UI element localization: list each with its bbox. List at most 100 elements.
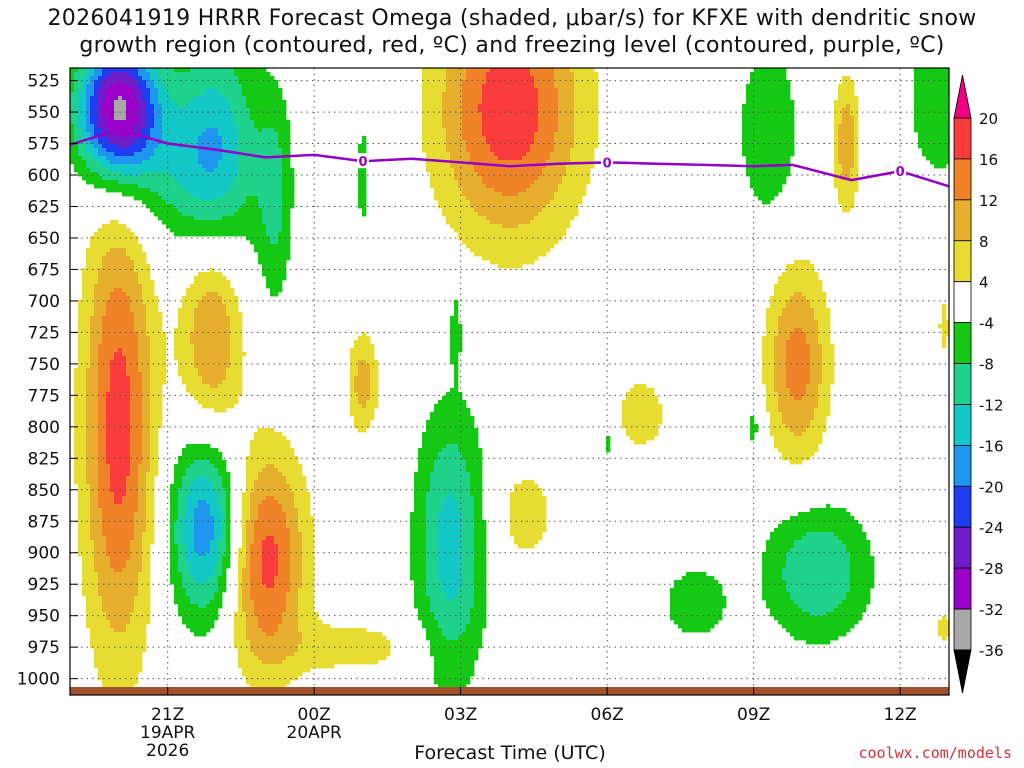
omega-cell [574, 208, 579, 213]
omega-cell [558, 96, 563, 101]
omega-cell [430, 80, 435, 85]
omega-cell [214, 192, 219, 197]
omega-cell [270, 248, 275, 253]
omega-cell [854, 124, 859, 129]
omega-cell [194, 116, 199, 121]
omega-cell [834, 160, 839, 165]
omega-cell [578, 76, 583, 81]
omega-cell [806, 276, 811, 281]
omega-cell [286, 192, 291, 197]
omega-cell [562, 128, 567, 133]
omega-cell [138, 180, 143, 185]
omega-cell [758, 180, 763, 185]
omega-cell [786, 104, 791, 109]
omega-cell [258, 72, 263, 77]
omega-cell [534, 188, 539, 193]
omega-cell [78, 144, 83, 149]
omega-cell [142, 184, 147, 189]
omega-cell [922, 104, 927, 109]
omega-cell [754, 72, 759, 77]
omega-cell [502, 256, 507, 261]
omega-cell [466, 72, 471, 77]
omega-cell [442, 180, 447, 185]
omega-cell [258, 120, 263, 125]
omega-cell [234, 68, 239, 73]
omega-cell [570, 144, 575, 149]
omega-cell [278, 240, 283, 245]
omega-cell [218, 136, 223, 141]
omega-cell [106, 184, 111, 189]
omega-cell [98, 116, 103, 121]
omega-cell [766, 172, 771, 177]
omega-cell [570, 192, 575, 197]
omega-cell [454, 192, 459, 197]
omega-cell [422, 148, 427, 153]
omega-cell [162, 128, 167, 133]
omega-cell [590, 124, 595, 129]
omega-cell [234, 156, 239, 161]
omega-cell [514, 196, 519, 201]
omega-cell [78, 88, 83, 93]
omega-cell [514, 156, 519, 161]
omega-cell [110, 88, 115, 93]
omega-cell [262, 260, 267, 265]
omega-cell [754, 96, 759, 101]
omega-cell [510, 264, 515, 269]
omega-cell [566, 220, 571, 225]
omega-cell [118, 160, 123, 165]
omega-cell [498, 220, 503, 225]
omega-cell [282, 176, 287, 181]
omega-cell [238, 108, 243, 113]
omega-cell [490, 80, 495, 85]
omega-cell [270, 76, 275, 81]
omega-cell [154, 124, 159, 129]
omega-cell [742, 136, 747, 141]
omega-cell [262, 116, 267, 121]
omega-cell [226, 208, 231, 213]
omega-cell [470, 140, 475, 145]
omega-cell [82, 176, 87, 181]
omega-cell [574, 104, 579, 109]
omega-cell [110, 120, 115, 125]
omega-cell [234, 80, 239, 85]
omega-cell [458, 184, 463, 189]
omega-cell [262, 164, 267, 169]
omega-cell [278, 124, 283, 129]
omega-cell [226, 196, 231, 201]
omega-cell [98, 156, 103, 161]
omega-cell [502, 224, 507, 229]
omega-cell [210, 184, 215, 189]
omega-cell [770, 128, 775, 133]
omega-cell [790, 272, 795, 277]
omega-cell [210, 168, 215, 173]
omega-cell [166, 148, 171, 153]
omega-cell [842, 88, 847, 93]
omega-cell [142, 280, 147, 285]
omega-cell [494, 120, 499, 125]
omega-cell [198, 84, 203, 89]
omega-cell [926, 76, 931, 81]
omega-cell [446, 156, 451, 161]
omega-cell [206, 72, 211, 77]
omega-cell [266, 256, 271, 261]
omega-cell [922, 84, 927, 89]
omega-cell [262, 120, 267, 125]
omega-cell [206, 108, 211, 113]
omega-cell [178, 228, 183, 233]
omega-cell [166, 212, 171, 217]
omega-cell [254, 152, 259, 157]
omega-cell [362, 212, 367, 217]
omega-cell [518, 112, 523, 117]
omega-cell [566, 116, 571, 121]
omega-cell [186, 196, 191, 201]
omega-cell [578, 200, 583, 205]
omega-cell [190, 164, 195, 169]
omega-cell [90, 116, 95, 121]
omega-cell [142, 88, 147, 93]
omega-cell [462, 156, 467, 161]
omega-cell [126, 104, 131, 109]
omega-cell [174, 92, 179, 97]
omega-cell [514, 140, 519, 145]
omega-cell [146, 280, 151, 285]
omega-cell [554, 96, 559, 101]
